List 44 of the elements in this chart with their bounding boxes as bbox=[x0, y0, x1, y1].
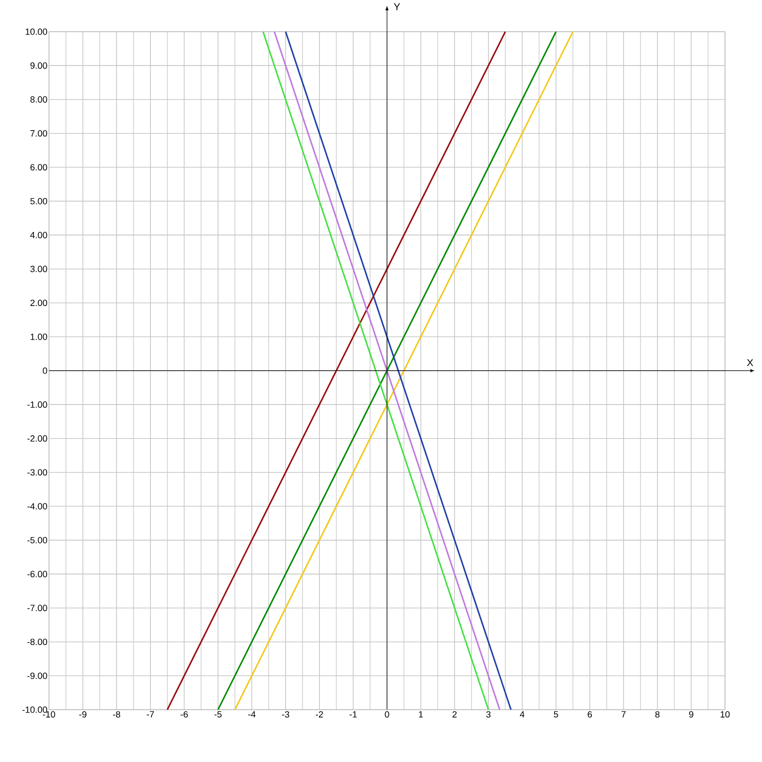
y-tick-label: 6.00 bbox=[30, 164, 48, 171]
y-tick-label: 10.00 bbox=[26, 28, 48, 36]
y-tick-label: 2.00 bbox=[30, 300, 48, 306]
y-tick-label: 9.00 bbox=[30, 62, 48, 69]
y-tick-label: 7.00 bbox=[30, 130, 48, 137]
x-tick-label: 10 bbox=[720, 711, 730, 718]
x-tick-label: 4 bbox=[520, 711, 524, 718]
x-tick-label: 6 bbox=[588, 711, 592, 718]
x-tick-label: 2 bbox=[452, 711, 457, 718]
y-tick-label: -1.00 bbox=[27, 402, 48, 408]
x-tick-label: 0 bbox=[384, 711, 390, 718]
x-tick-label: -1 bbox=[350, 711, 357, 718]
y-tick-label: -5.00 bbox=[27, 537, 48, 544]
x-tick-label: 9 bbox=[689, 711, 694, 718]
x-tick-label: 1 bbox=[418, 711, 423, 718]
y-tick-label: -6.00 bbox=[27, 571, 48, 578]
y-axis-title: Y bbox=[394, 3, 400, 10]
y-tick-label: -3.00 bbox=[27, 469, 48, 476]
x-tick-label: -5 bbox=[214, 711, 222, 718]
x-tick-label: 7 bbox=[622, 711, 626, 718]
y-tick-label: 5.00 bbox=[30, 198, 48, 205]
x-axis-title: X bbox=[746, 359, 754, 366]
y-tick-label: -9.00 bbox=[27, 672, 48, 680]
x-tick-label: 8 bbox=[655, 711, 660, 718]
x-tick-label: -2 bbox=[316, 711, 323, 718]
x-tick-label: -4 bbox=[248, 711, 256, 718]
y-tick-label: -8.00 bbox=[27, 638, 48, 646]
y-tick-label: -4.00 bbox=[27, 503, 48, 510]
x-tick-label: -9 bbox=[79, 711, 86, 718]
y-tick-label: -10.00 bbox=[22, 706, 48, 714]
x-tick-label: 3 bbox=[486, 711, 491, 718]
y-tick-label: -2.00 bbox=[27, 435, 48, 442]
y-tick-label: 4.00 bbox=[30, 232, 48, 238]
x-tick-label: -3 bbox=[282, 711, 290, 718]
x-tick-label: -6 bbox=[180, 711, 188, 718]
y-tick-label: 1.00 bbox=[30, 334, 48, 340]
y-tick-label: 0 bbox=[42, 368, 48, 374]
x-tick-label: 5 bbox=[554, 711, 558, 718]
y-tick-label: -7.00 bbox=[27, 604, 48, 612]
y-tick-label: 8.00 bbox=[30, 96, 48, 103]
y-tick-label: 3.00 bbox=[30, 266, 48, 272]
x-tick-label: -8 bbox=[113, 711, 120, 718]
x-tick-label: -7 bbox=[146, 711, 154, 718]
x-tick-label: -10 bbox=[42, 711, 56, 718]
